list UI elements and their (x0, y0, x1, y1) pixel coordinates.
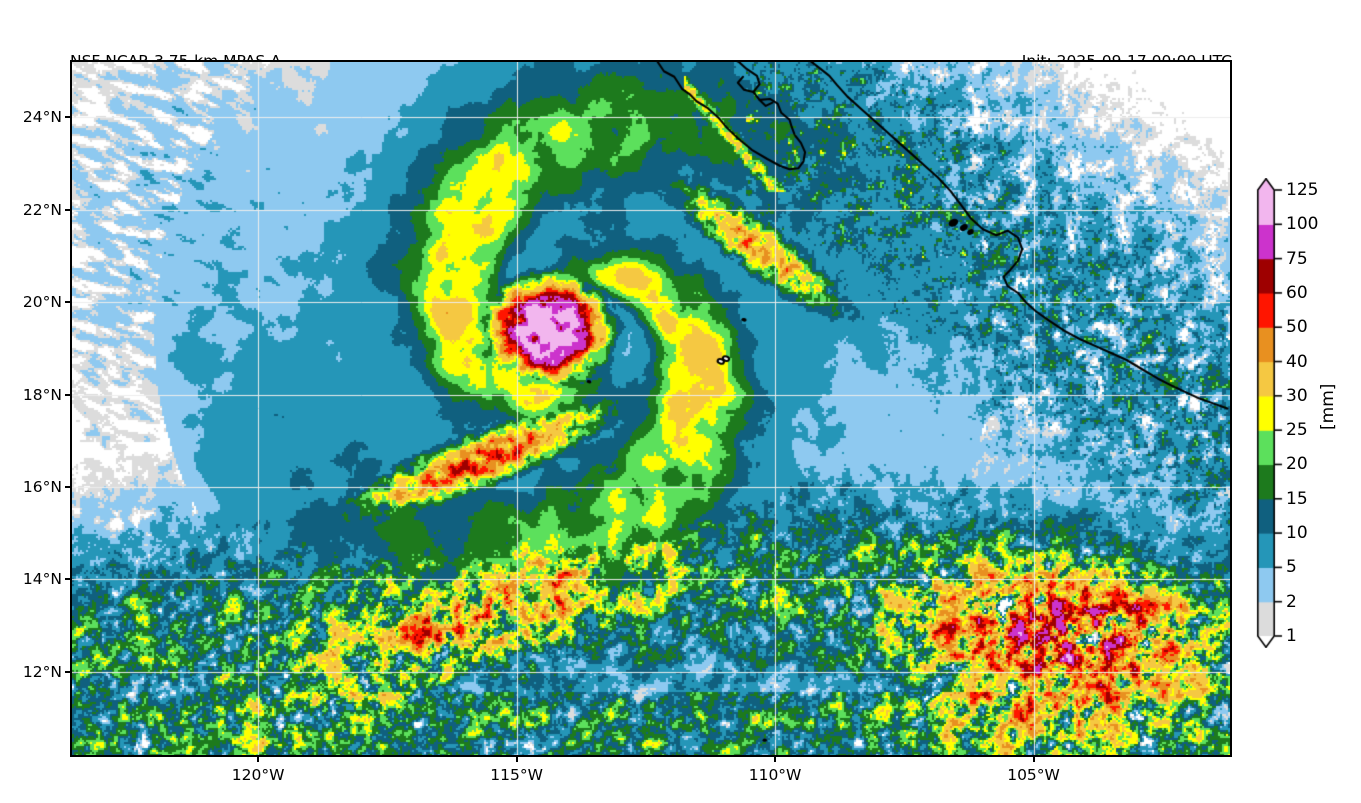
latitude-tick-mark (65, 116, 70, 119)
colorbar-tick-label: 125 (1286, 180, 1319, 200)
latitude-tick-mark (65, 208, 70, 211)
latitude-tick-label: 16°N (22, 478, 62, 497)
coastlines (72, 62, 1230, 755)
colorbar-tick-label: 1 (1286, 626, 1297, 646)
longitude-tick-mark (257, 757, 260, 762)
latitude-tick-mark (65, 578, 70, 581)
colorbar-unit-label: [mm] (1318, 383, 1338, 430)
colorbar-tick-label: 20 (1286, 454, 1308, 475)
latitude-tick-label: 20°N (22, 293, 62, 312)
colorbar-tick-label: 10 (1286, 523, 1308, 544)
colorbar-tick-label: 5 (1286, 557, 1297, 578)
longitude-tick-mark (1032, 757, 1035, 762)
colorbar-tick-label: 2 (1286, 591, 1297, 612)
colorbar-tick-label: 100 (1286, 214, 1319, 235)
longitude-tick-label: 115°W (490, 766, 543, 784)
latitude-tick-label: 12°N (22, 662, 62, 681)
latitude-tick-label: 22°N (22, 200, 62, 219)
longitude-tick-label: 110°W (748, 766, 802, 784)
longitude-tick-label: 120°W (231, 766, 285, 784)
colorbar-tick-label: 40 (1286, 351, 1308, 372)
colorbar-tick-label: 60 (1286, 282, 1308, 303)
colorbar-tick-label: 50 (1286, 317, 1308, 338)
colorbar-tick-label: 75 (1286, 248, 1308, 269)
longitude-tick-mark (774, 757, 777, 762)
latitude-tick-mark (65, 393, 70, 396)
latitude-tick-mark (65, 486, 70, 489)
colorbar-gradient (1248, 178, 1294, 648)
longitude-tick-mark (515, 757, 518, 762)
latitude-tick-label: 14°N (22, 570, 62, 589)
colorbar-tick-label: 15 (1286, 488, 1308, 509)
map-plot-area (70, 60, 1232, 757)
latitude-tick-mark (65, 670, 70, 673)
longitude-tick-label: 105°W (1007, 766, 1060, 784)
colorbar-tick-label: 25 (1286, 420, 1308, 441)
latitude-tick-mark (65, 301, 70, 304)
latitude-tick-label: 24°N (22, 108, 62, 127)
latitude-tick-label: 18°N (22, 385, 62, 404)
colorbar-tick-label: 30 (1286, 385, 1308, 406)
colorbar (1248, 178, 1294, 648)
